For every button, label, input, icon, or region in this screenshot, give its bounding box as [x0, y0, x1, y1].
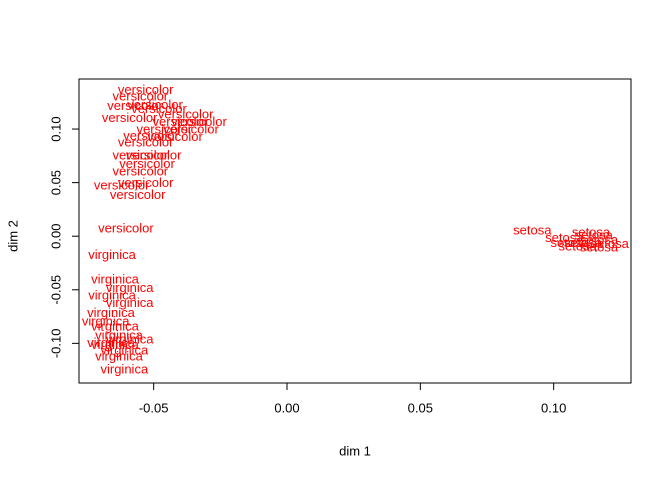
y-tick-label: -0.05 — [48, 275, 63, 305]
point-label: virginica — [91, 272, 139, 287]
point-label: versicolor — [163, 122, 219, 137]
point-label: setosa — [572, 224, 611, 239]
point-label: versicolor — [137, 122, 193, 137]
point-label: virginica — [88, 288, 136, 303]
y-tick-label: 0.00 — [48, 224, 63, 249]
point-label: versicolor — [98, 221, 154, 236]
point-label: versicolor — [102, 110, 158, 125]
point-label: virginica — [106, 332, 154, 347]
point-label: setosa — [580, 239, 619, 254]
point-label: virginica — [91, 319, 139, 334]
point-label: versicolor — [126, 147, 182, 162]
point-label: virginica — [82, 313, 130, 328]
point-label: setosa — [591, 236, 630, 251]
point-label: virginica — [88, 247, 136, 262]
y-tick-label: 0.10 — [48, 116, 63, 141]
point-label: versicolor — [110, 187, 166, 202]
point-label: setosa — [580, 232, 619, 247]
point-label: versicolor — [131, 101, 187, 116]
point-label: versicolor — [118, 82, 174, 97]
point-label: versicolor — [113, 88, 169, 103]
point-label: versicolor — [123, 128, 179, 143]
point-label: setosa — [575, 228, 614, 243]
point-label: setosa — [545, 230, 584, 245]
point-label: versicolor — [153, 114, 209, 129]
point-label: virginica — [100, 342, 148, 357]
point-label: versicolor — [127, 97, 183, 112]
point-label: setosa — [551, 235, 590, 250]
point-label: versicolor — [119, 156, 175, 171]
x-tick-label: 0.00 — [274, 400, 299, 415]
point-label: versicolor — [113, 163, 169, 178]
y-axis-label: dim 2 — [5, 220, 20, 252]
point-label: setosa — [559, 238, 598, 253]
x-tick-label: 0.05 — [408, 400, 433, 415]
point-label: versicolor — [158, 107, 214, 122]
point-label: versicolor — [113, 147, 169, 162]
point-label: versicolor — [118, 134, 174, 149]
point-label: virginica — [95, 327, 143, 342]
point-label: virginica — [87, 305, 135, 320]
point-label: versicolor — [107, 98, 163, 113]
point-label: virginica — [87, 335, 135, 350]
point-label: versicolor — [171, 114, 227, 129]
point-label: versicolor — [94, 177, 150, 192]
y-tick-label: -0.10 — [48, 329, 63, 359]
plot-frame — [78, 78, 632, 384]
point-label: setosa — [564, 235, 603, 250]
point-label: virginica — [95, 349, 143, 364]
point-label: setosa — [513, 222, 552, 237]
x-axis-label: dim 1 — [339, 443, 371, 458]
x-tick-label: 0.10 — [541, 400, 566, 415]
point-label: virginica — [100, 362, 148, 377]
point-label: virginica — [106, 295, 154, 310]
y-tick-label: 0.05 — [48, 170, 63, 195]
point-label: versicolor — [147, 129, 203, 144]
x-tick-label: -0.05 — [139, 400, 169, 415]
point-label: virginica — [106, 280, 154, 295]
point-label: virginica — [91, 337, 139, 352]
point-label: versicolor — [118, 175, 174, 190]
